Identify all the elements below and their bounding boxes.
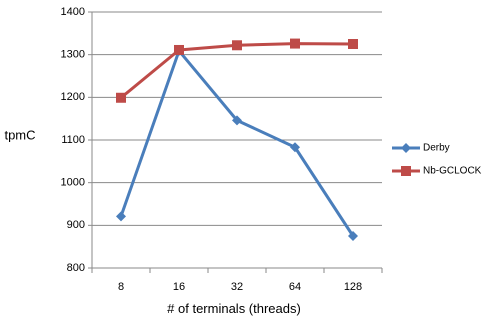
x-tick-label-8: 8 xyxy=(118,281,124,293)
y-tick-label-800: 800 xyxy=(67,262,85,274)
point-nb-gclock-128 xyxy=(348,39,358,49)
y-tick-label-1200: 1200 xyxy=(61,91,85,103)
x-tick-label-16: 16 xyxy=(173,281,185,293)
legend-marker-derby xyxy=(401,143,411,153)
point-nb-gclock-32 xyxy=(232,40,242,51)
point-nb-gclock-8 xyxy=(116,92,126,103)
legend-item-nb-gclock: Nb-GCLOCK xyxy=(392,166,482,177)
point-derby-64 xyxy=(290,142,300,153)
point-nb-gclock-16 xyxy=(174,44,184,55)
point-derby-128 xyxy=(348,231,358,241)
y-tick-label-1300: 1300 xyxy=(61,49,85,61)
line-derby xyxy=(119,49,355,237)
point-derby-8 xyxy=(116,211,126,222)
legend-label-derby: Derby xyxy=(423,143,450,154)
y-tick-label-1100: 1100 xyxy=(61,134,85,146)
y-tick-label-1000: 1000 xyxy=(61,177,85,189)
point-derby-32 xyxy=(232,115,242,126)
x-axis-title: # of terminals (threads) xyxy=(167,301,301,316)
legend-label-nb-gclock: Nb-GCLOCK xyxy=(423,166,482,177)
y-tick-label-1400: 1400 xyxy=(61,6,85,18)
line-nb-gclock xyxy=(120,42,354,99)
legend: Derby Nb-GCLOCK xyxy=(392,143,482,177)
gridlines xyxy=(92,11,382,226)
axes xyxy=(88,11,383,273)
series-lines xyxy=(116,38,358,241)
x-tick-label-64: 64 xyxy=(289,281,301,293)
y-tick-label-900: 900 xyxy=(67,219,85,231)
x-tick-label-32: 32 xyxy=(231,281,243,293)
x-tick-labels: 8 16 32 64 128 xyxy=(118,281,362,293)
y-tick-labels: 800 900 1000 1100 1200 1300 1400 xyxy=(61,6,85,274)
series-derby xyxy=(116,45,358,241)
series-nb-gclock xyxy=(116,38,358,103)
legend-marker-nb-gclock xyxy=(401,166,411,176)
legend-item-derby: Derby xyxy=(392,143,450,154)
point-nb-gclock-64 xyxy=(290,38,300,49)
y-axis-title: tpmC xyxy=(4,127,35,142)
x-tick-label-128: 128 xyxy=(344,281,362,293)
